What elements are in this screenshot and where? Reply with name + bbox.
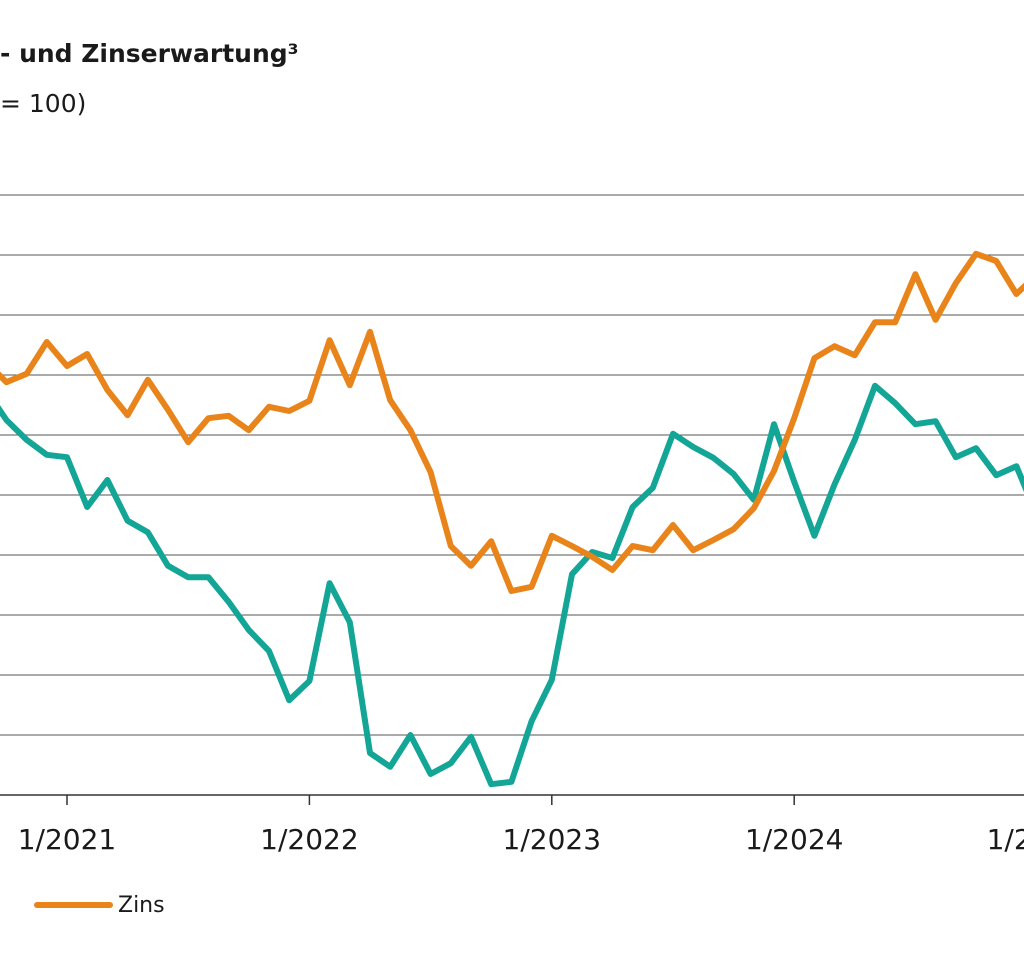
- x-tick-label: 1/2021: [18, 823, 117, 856]
- x-tick-label: 1/2023: [503, 823, 602, 856]
- x-tick-label: 1/2: [987, 823, 1024, 856]
- chart-subtitle: = 100): [0, 89, 86, 118]
- x-tick-label: 1/2022: [260, 823, 359, 856]
- chart-title: - und Zinserwartung³: [0, 39, 299, 68]
- x-tick-label: 1/2024: [745, 823, 844, 856]
- legend-label: Zins: [118, 893, 165, 918]
